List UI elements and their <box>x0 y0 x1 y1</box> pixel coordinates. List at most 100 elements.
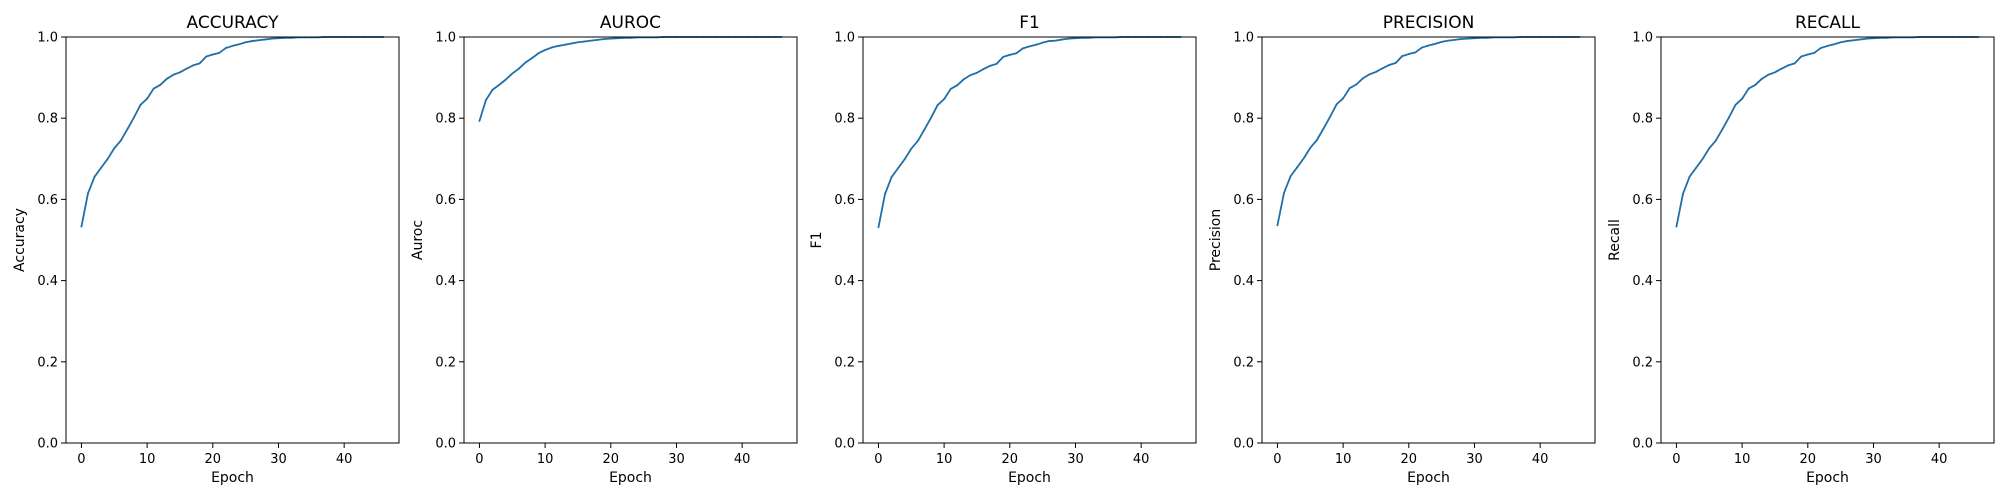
data-point <box>1460 38 1463 40</box>
data-point <box>609 37 612 40</box>
y-tick-label: 0.2 <box>1632 355 1653 370</box>
y-tick-label: 0.2 <box>1233 355 1254 370</box>
data-point <box>877 226 880 229</box>
data-point <box>1414 51 1417 54</box>
data-point <box>1728 116 1730 119</box>
data-point <box>1427 44 1430 47</box>
data-point <box>1682 192 1684 195</box>
data-point <box>890 176 893 178</box>
data-point <box>1833 43 1835 46</box>
data-point <box>113 147 116 150</box>
data-point <box>133 116 135 119</box>
axes-frame <box>1261 36 1596 444</box>
y-tick-label: 0.8 <box>1632 112 1653 127</box>
data-point <box>87 192 89 195</box>
data-point <box>1747 87 1750 90</box>
x-tick-label: 30 <box>1466 452 1483 467</box>
data-point <box>1002 55 1005 58</box>
y-tick-label: 0.0 <box>37 437 58 452</box>
y-tick-label: 0.4 <box>834 274 855 289</box>
data-point <box>1048 40 1051 42</box>
data-point <box>910 147 913 150</box>
data-point <box>1068 37 1070 40</box>
data-point <box>1714 139 1717 142</box>
data-point <box>146 97 149 100</box>
x-tick-label: 30 <box>1865 452 1882 467</box>
data-point <box>1846 40 1849 42</box>
data-point <box>251 40 254 42</box>
data-point <box>936 104 939 107</box>
chart-panel-accuracy: ACCURACY 0.0 0.2 0.4 0.6 0.8 1.0 0 10 20 30 40 Epoch… <box>12 13 400 486</box>
data-point <box>1800 55 1803 58</box>
data-point <box>218 51 221 54</box>
data-point <box>1473 37 1476 40</box>
y-axis-label: Recall <box>1607 219 1623 261</box>
data-point <box>185 67 188 70</box>
y-tick-label: 0.6 <box>834 193 855 208</box>
data-point <box>231 45 234 47</box>
y-tick-label: 0.8 <box>1233 112 1254 127</box>
data-point <box>916 140 919 142</box>
data-point <box>1335 103 1338 106</box>
data-point <box>1355 83 1358 86</box>
data-point <box>205 55 208 58</box>
x-tick-label: 0 <box>1672 452 1680 467</box>
data-point <box>949 88 952 90</box>
y-tick-label: 1.0 <box>1233 31 1254 46</box>
data-point <box>1407 53 1410 55</box>
data-point <box>478 120 481 122</box>
data-point <box>225 47 227 49</box>
data-point <box>1708 147 1711 150</box>
y-tick-label: 0.2 <box>834 355 855 370</box>
data-point <box>152 87 155 90</box>
data-point <box>1028 45 1031 48</box>
y-tick-label: 0.6 <box>1233 193 1254 208</box>
data-point <box>923 128 926 131</box>
chart-panel-f1: F1 0.0 0.2 0.4 0.6 0.8 1.0 0 10 20 30 40 Epoch F1 <box>809 13 1197 486</box>
data-point <box>982 68 985 70</box>
data-point <box>1780 67 1783 70</box>
x-tick-label: 40 <box>336 452 353 467</box>
data-point <box>577 41 579 44</box>
data-point <box>1806 53 1809 56</box>
data-point <box>1375 71 1377 73</box>
data-point <box>1421 46 1423 49</box>
data-point <box>179 71 181 74</box>
y-tick-label: 0.0 <box>1632 437 1653 452</box>
axes-frame <box>862 36 1197 444</box>
data-point <box>1041 41 1044 44</box>
data-point <box>1734 103 1737 106</box>
y-tick-label: 1.0 <box>834 31 855 46</box>
data-point <box>1866 37 1868 40</box>
x-tick-label: 20 <box>603 452 620 467</box>
data-point <box>1813 51 1816 54</box>
y-axis-label: Precision <box>1208 209 1224 271</box>
x-tick-label: 0 <box>77 452 85 467</box>
series-line <box>478 36 782 122</box>
data-point <box>1721 128 1724 131</box>
data-point <box>1283 192 1285 194</box>
data-point <box>1309 146 1312 149</box>
data-point <box>897 167 900 170</box>
data-point <box>1741 97 1744 100</box>
data-point <box>159 84 162 86</box>
x-axis-label: Epoch <box>211 470 254 486</box>
series-line <box>877 36 1181 228</box>
data-point <box>1760 77 1763 80</box>
data-point <box>1368 73 1371 76</box>
y-axis-label: Auroc <box>410 220 426 260</box>
data-point <box>1701 157 1704 160</box>
y-tick-label: 0.4 <box>1233 274 1254 289</box>
data-point <box>943 98 946 101</box>
chart-title: AUROC <box>600 13 661 33</box>
series-line <box>80 36 384 227</box>
x-tick-label: 40 <box>1133 452 1150 467</box>
y-tick-label: 0.8 <box>37 112 58 127</box>
data-point <box>537 52 540 55</box>
data-point <box>1276 224 1279 227</box>
data-point <box>1348 87 1351 90</box>
data-point <box>1061 38 1064 41</box>
data-point <box>126 128 129 131</box>
x-tick-label: 20 <box>205 452 222 467</box>
data-point <box>1315 139 1318 142</box>
